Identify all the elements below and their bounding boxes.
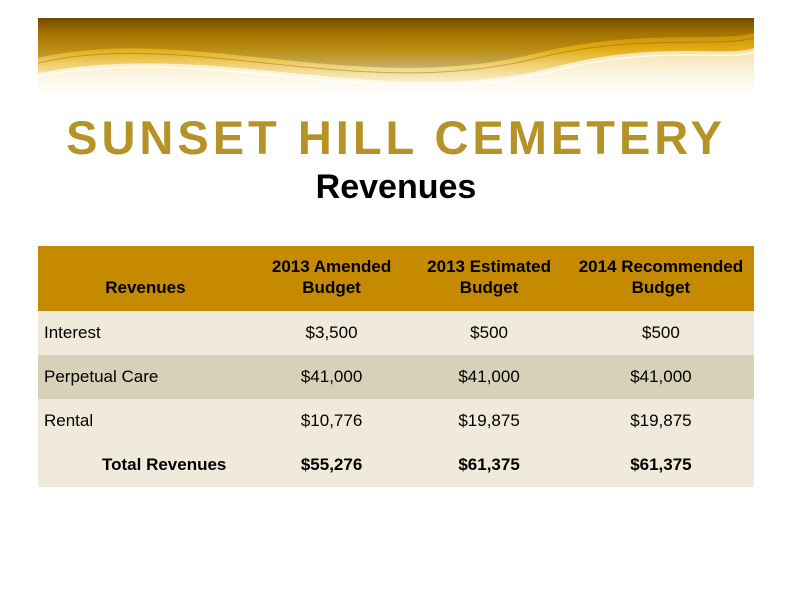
cell-value: $500 [568,311,754,355]
cell-value: $41,000 [410,355,568,399]
revenues-table: Revenues 2013 Amended Budget 2013 Estima… [38,246,754,487]
total-value: $61,375 [568,443,754,487]
total-label: Total Revenues [38,443,253,487]
cell-value: $500 [410,311,568,355]
cell-value: $19,875 [568,399,754,443]
total-value: $61,375 [410,443,568,487]
header-banner [38,18,754,96]
table-total-row: Total Revenues $55,276 $61,375 $61,375 [38,443,754,487]
page-title: SUNSET HILL CEMETERY [0,110,792,165]
cell-value: $41,000 [253,355,411,399]
page-subtitle: Revenues [0,168,792,207]
col-header-revenues: Revenues [38,246,253,311]
cell-value: $3,500 [253,311,411,355]
row-label: Rental [38,399,253,443]
table-row: Rental $10,776 $19,875 $19,875 [38,399,754,443]
col-header-2013-estimated: 2013 Estimated Budget [410,246,568,311]
table-header-row: Revenues 2013 Amended Budget 2013 Estima… [38,246,754,311]
table-row: Perpetual Care $41,000 $41,000 $41,000 [38,355,754,399]
banner-waves-icon [38,18,754,96]
col-header-2014-recommended: 2014 Recommended Budget [568,246,754,311]
table-row: Interest $3,500 $500 $500 [38,311,754,355]
cell-value: $10,776 [253,399,411,443]
row-label: Interest [38,311,253,355]
total-value: $55,276 [253,443,411,487]
row-label: Perpetual Care [38,355,253,399]
cell-value: $19,875 [410,399,568,443]
cell-value: $41,000 [568,355,754,399]
revenues-table-container: Revenues 2013 Amended Budget 2013 Estima… [38,246,754,487]
col-header-2013-amended: 2013 Amended Budget [253,246,411,311]
